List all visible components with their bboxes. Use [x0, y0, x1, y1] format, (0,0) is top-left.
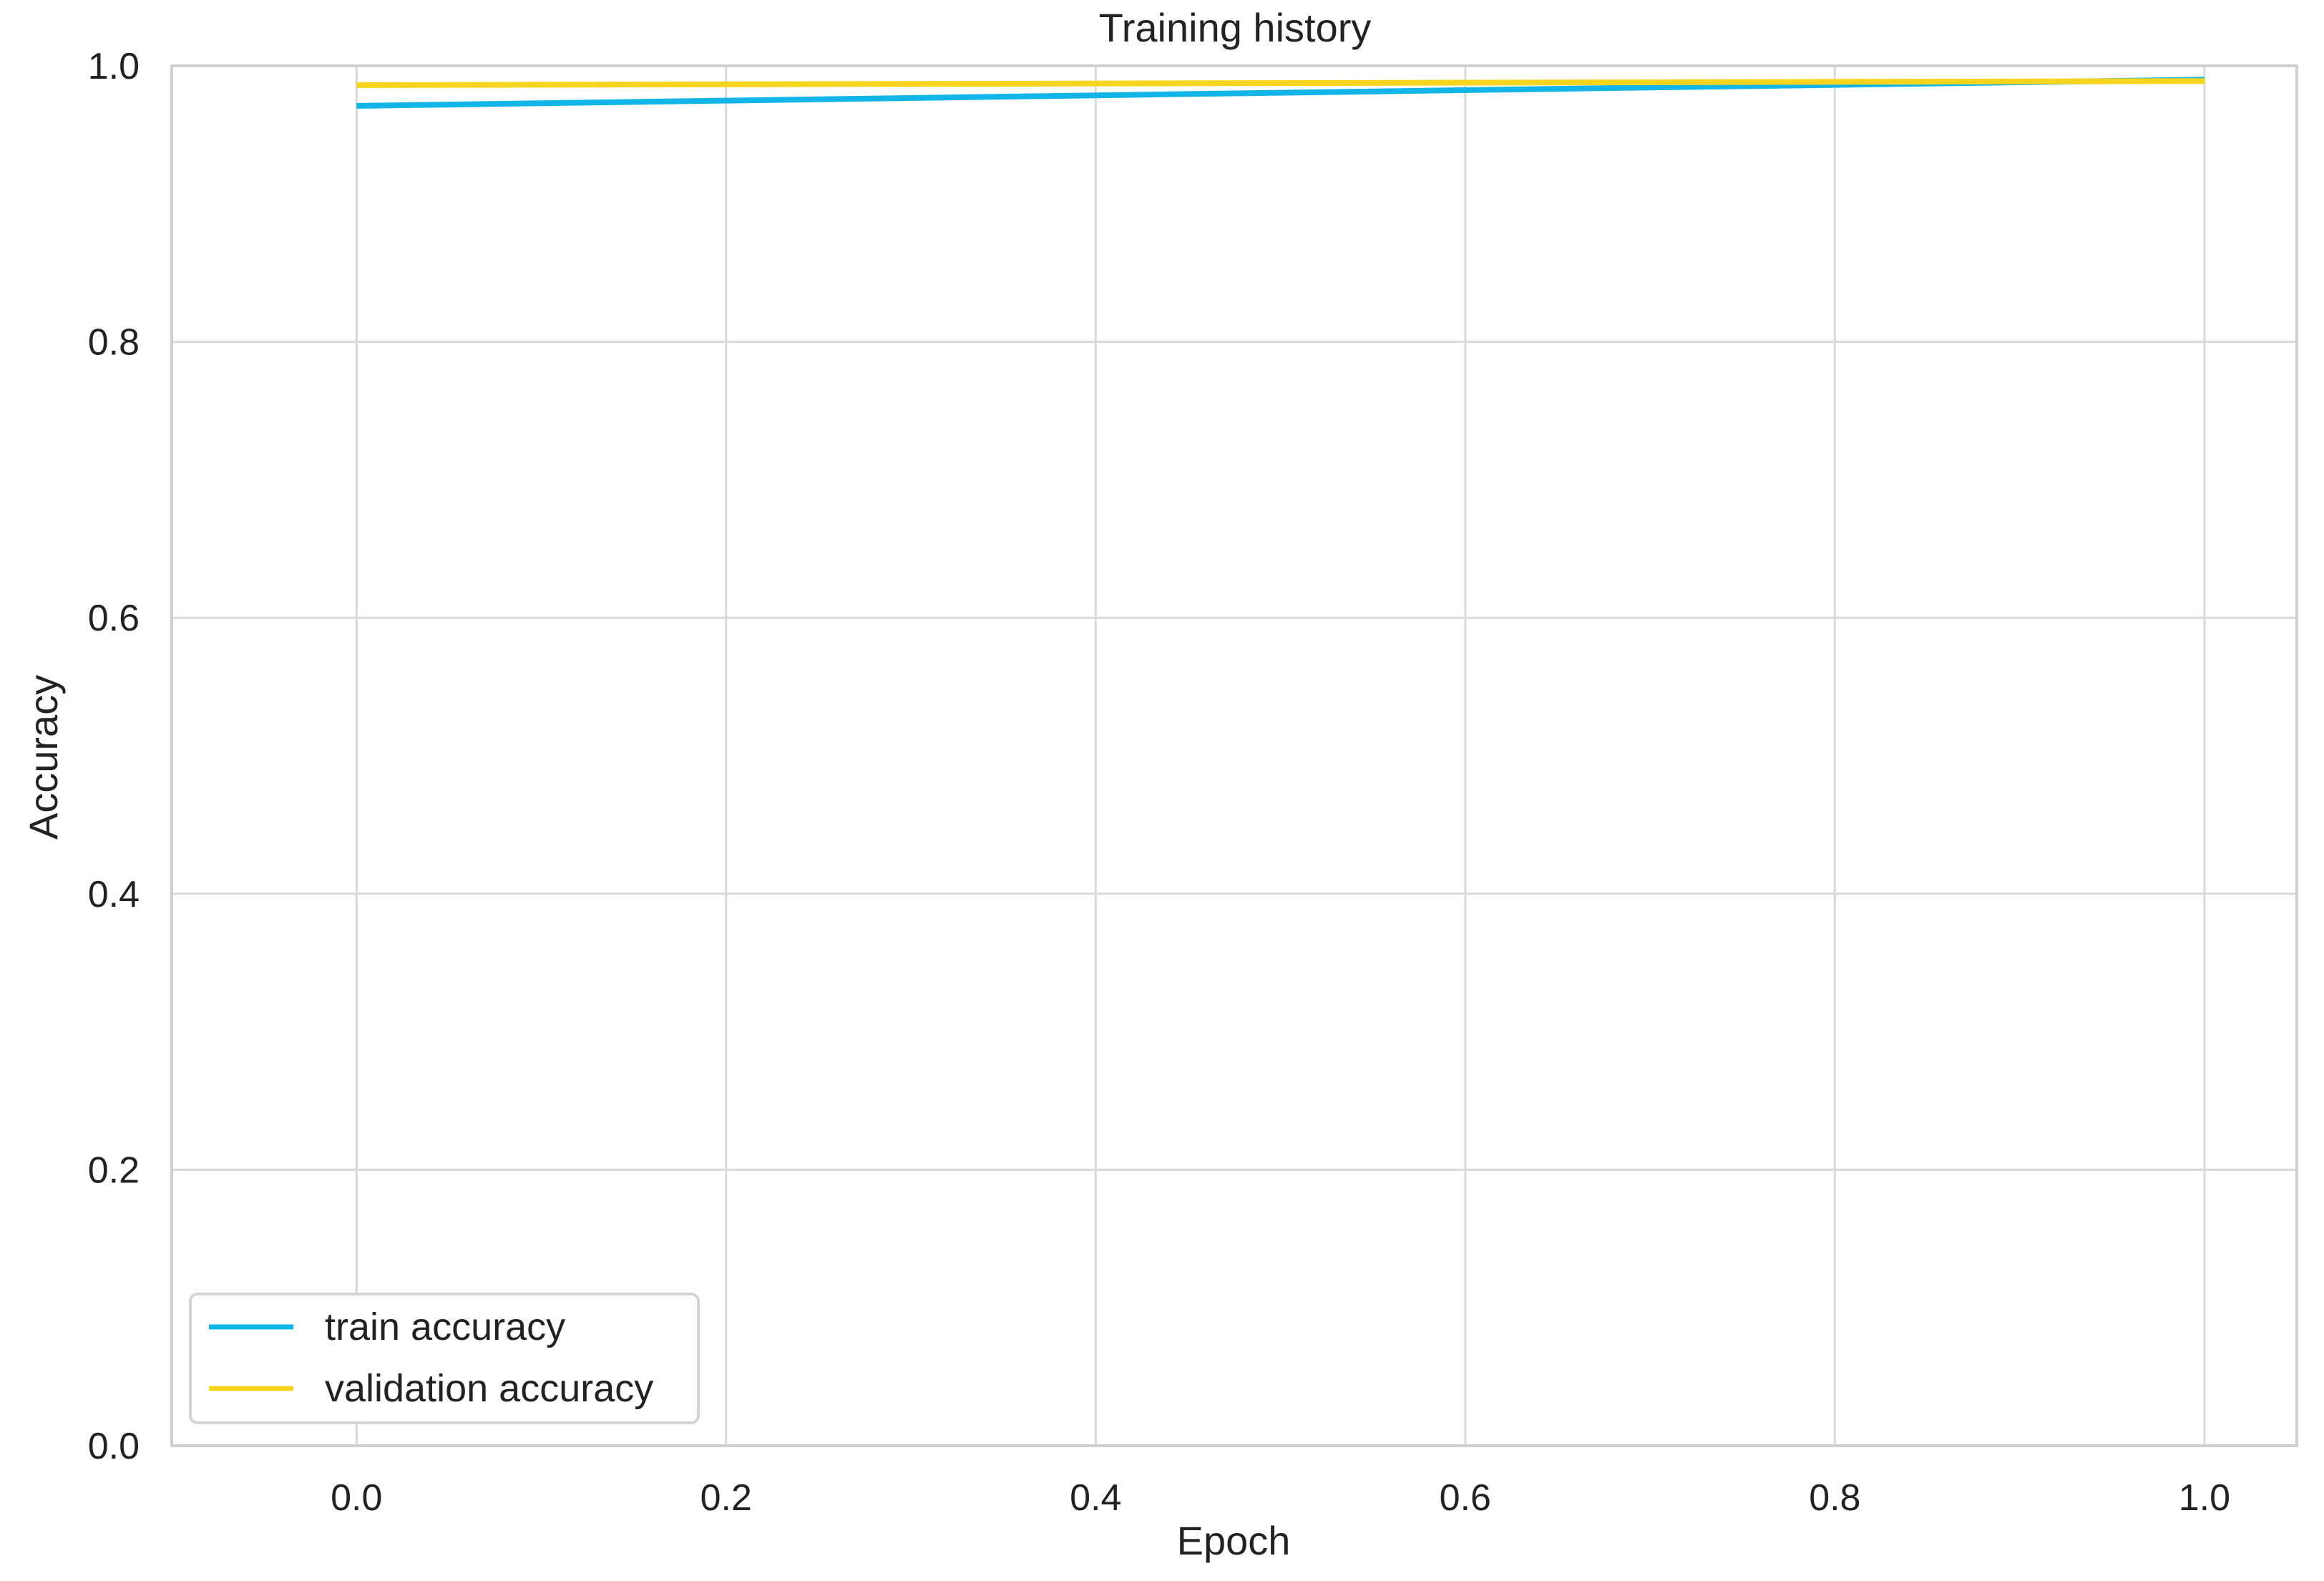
legend-box: [189, 1293, 700, 1424]
axes-frame: [170, 64, 2298, 1447]
x-tick-label: 0.6: [1440, 1477, 1491, 1519]
y-tick-label: 0.2: [88, 1149, 140, 1191]
y-tick-label: 0.0: [88, 1426, 140, 1467]
series-lines: [356, 77, 2205, 109]
x-tick-label: 0.4: [1070, 1477, 1121, 1519]
x-tick-label: 0.0: [331, 1477, 382, 1519]
x-tick-label: 0.2: [700, 1477, 752, 1519]
series-line-validation-accuracy: [356, 78, 2205, 88]
legend-label-train-accuracy: train accuracy: [325, 1305, 565, 1348]
x-axis-label: Epoch: [1177, 1518, 1291, 1563]
legend: train accuracy validation accuracy: [189, 1293, 700, 1424]
y-tick-label: 1.0: [88, 46, 140, 87]
y-tick-label: 0.8: [88, 322, 140, 364]
legend-label-validation-accuracy: validation accuracy: [325, 1367, 653, 1410]
y-tick-label: 0.4: [88, 874, 140, 915]
x-tick-label: 1.0: [2179, 1477, 2230, 1519]
grid-lines: [172, 64, 2297, 1447]
y-tick-label: 0.6: [88, 598, 140, 639]
y-axis-label: Accuracy: [21, 675, 66, 840]
tick-labels: 0.0 0.2 0.4 0.6 0.8 1.0 0.0 0.2 0.4 0.6 0.8 1.0: [88, 46, 2230, 1519]
x-tick-label: 0.8: [1809, 1477, 1860, 1519]
chart-title: Training history: [1099, 5, 1372, 50]
